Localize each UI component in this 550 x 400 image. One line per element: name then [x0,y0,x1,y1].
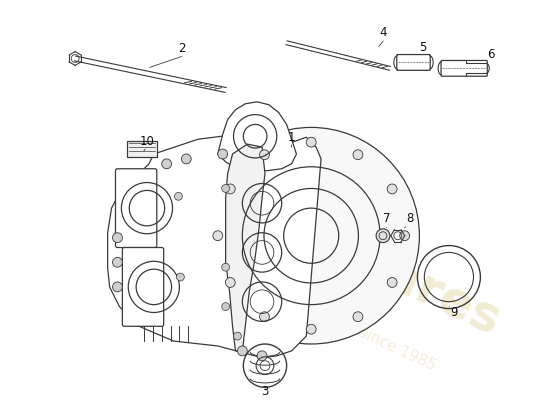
Polygon shape [108,134,321,358]
Circle shape [353,312,363,322]
FancyBboxPatch shape [441,60,487,76]
Circle shape [222,303,229,310]
Polygon shape [226,144,265,351]
Circle shape [257,351,267,361]
Text: 7: 7 [383,212,390,226]
Circle shape [306,324,316,334]
Circle shape [260,150,270,160]
Text: 8: 8 [406,212,413,226]
Polygon shape [218,102,296,171]
Circle shape [174,192,183,200]
Circle shape [226,278,235,287]
Circle shape [203,128,420,344]
Circle shape [387,184,397,194]
Circle shape [400,231,410,241]
Circle shape [177,273,184,281]
Circle shape [306,137,316,147]
Text: 6: 6 [487,48,495,61]
Text: 10: 10 [140,135,155,148]
Circle shape [222,184,229,192]
Text: 9: 9 [450,306,458,319]
Circle shape [376,229,390,242]
Circle shape [222,263,229,271]
Circle shape [218,149,228,159]
Circle shape [260,312,270,322]
Circle shape [182,154,191,164]
Circle shape [113,233,122,242]
Text: 2: 2 [178,42,185,55]
Circle shape [213,231,223,241]
Circle shape [234,332,241,340]
Circle shape [238,346,248,356]
Text: 5: 5 [419,41,426,54]
Circle shape [162,159,172,169]
Text: eurospares: eurospares [202,169,509,346]
Circle shape [113,282,122,292]
Text: 1: 1 [288,131,295,144]
Circle shape [113,257,122,267]
FancyBboxPatch shape [116,169,157,248]
FancyBboxPatch shape [122,248,164,326]
Circle shape [353,150,363,160]
FancyBboxPatch shape [397,54,430,70]
Text: 3: 3 [261,385,268,398]
Text: 4: 4 [379,26,387,39]
Text: a porsche specialist since 1985: a porsche specialist since 1985 [214,259,438,374]
Circle shape [387,278,397,287]
Circle shape [226,184,235,194]
Polygon shape [127,141,157,157]
